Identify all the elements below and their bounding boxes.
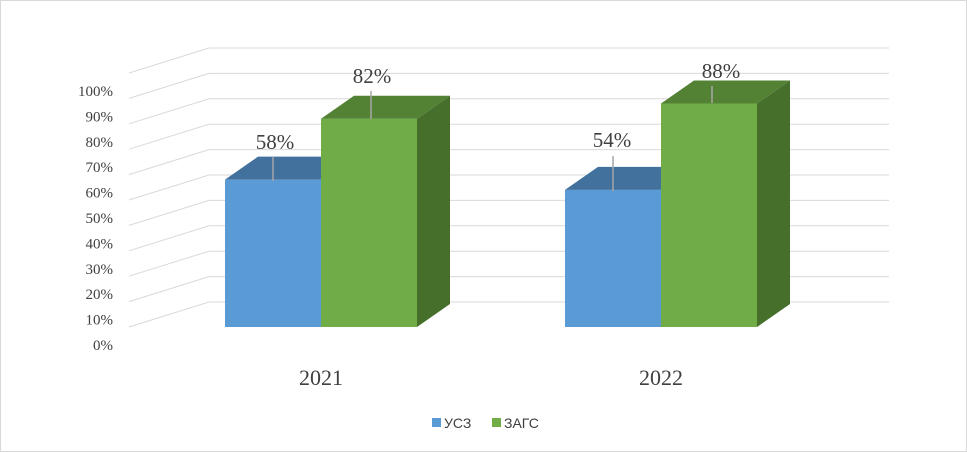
legend-swatch [492, 418, 501, 427]
gridline [128, 72, 889, 99]
bar-top [661, 80, 790, 104]
y-tick-label: 40% [86, 236, 114, 252]
bar-side [757, 80, 790, 327]
y-tick-label: 100% [78, 84, 113, 100]
data-labels: 58% 82% 54% 88% [256, 59, 741, 191]
y-tick-label: 60% [86, 186, 114, 202]
y-tick-label: 10% [86, 313, 114, 329]
legend-item: ЗАГС [492, 415, 539, 431]
bar-front [225, 179, 321, 327]
bar-side [417, 95, 450, 327]
data-label: 88% [702, 59, 741, 83]
data-label: 82% [353, 64, 392, 88]
bar-top [321, 95, 450, 119]
y-axis: 0% 10% 20% 30% 40% 50% 60% 70% 80% 90% 100% [78, 84, 113, 354]
y-tick-label: 0% [93, 338, 113, 354]
y-tick-label: 50% [86, 211, 114, 227]
bar-ЗАГС-2022 [661, 80, 790, 327]
gridline [128, 47, 889, 74]
data-label: 54% [593, 128, 632, 152]
bar-ЗАГС-2021 [321, 95, 450, 327]
y-tick-label: 30% [86, 262, 114, 278]
gridlines [128, 47, 889, 328]
y-tick-label: 20% [86, 287, 114, 303]
y-tick-label: 90% [86, 109, 114, 125]
bar-front [565, 189, 661, 327]
bar-УСЗ-2021 [225, 156, 354, 327]
y-tick-label: 80% [86, 135, 114, 151]
x-category-label: 2022 [639, 365, 683, 390]
gridline [128, 98, 889, 125]
legend-label: УСЗ [444, 415, 471, 431]
y-tick-label: 70% [86, 160, 114, 176]
legend-swatch [432, 418, 441, 427]
legend: УСЗ ЗАГС [432, 415, 539, 431]
bar-front [321, 118, 417, 327]
x-axis-categories: 2021 2022 [299, 365, 683, 390]
bars [225, 80, 790, 327]
legend-item: УСЗ [432, 415, 471, 431]
data-label: 58% [256, 130, 295, 154]
x-category-label: 2021 [299, 365, 343, 390]
legend-label: ЗАГС [504, 415, 539, 431]
bar-front [661, 103, 757, 327]
